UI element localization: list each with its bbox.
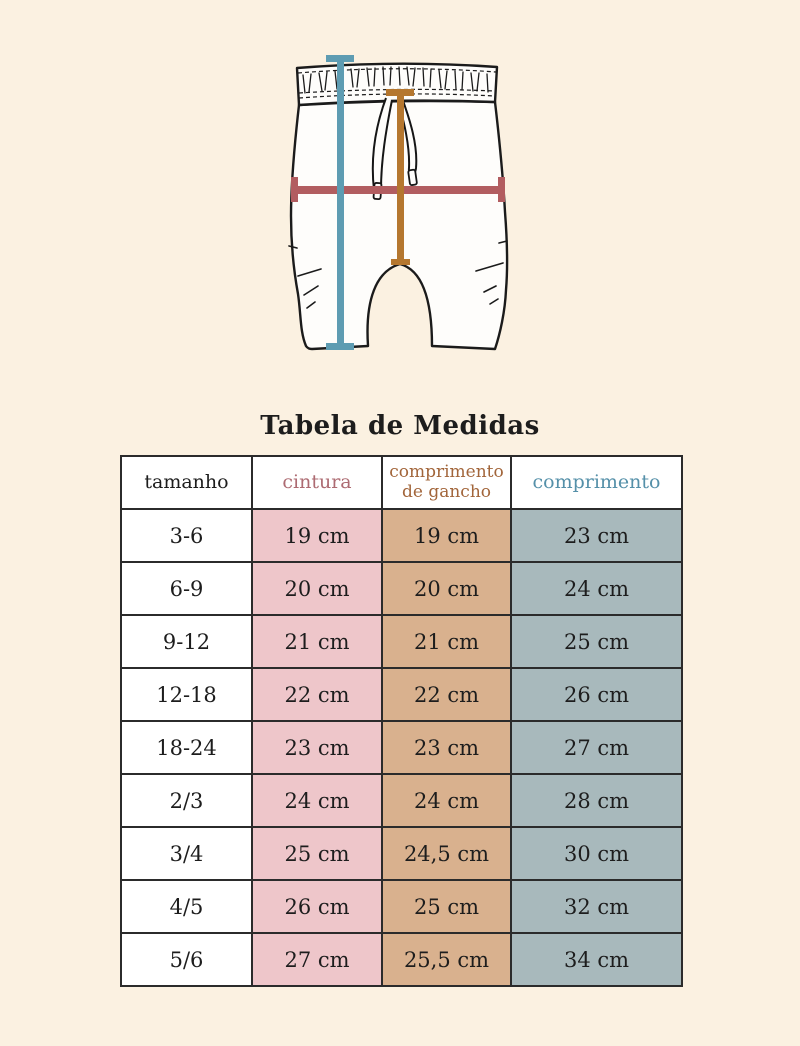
cell-gancho: 22 cm — [381, 667, 512, 722]
drawstring-right-aglet — [407, 168, 418, 186]
cell-tamanho: 9-12 — [120, 614, 253, 669]
cell-tamanho: 5/6 — [120, 932, 253, 987]
column-header-tamanho: tamanho — [120, 455, 253, 510]
cell-gancho: 19 cm — [381, 508, 512, 563]
cell-tamanho: 6-9 — [120, 561, 253, 616]
pocket-detail-left — [288, 245, 322, 309]
cell-comprimento: 30 cm — [510, 826, 683, 881]
cell-tamanho: 3/4 — [120, 826, 253, 881]
column-header-gancho: comprimento de gancho — [381, 455, 512, 510]
cell-cintura: 23 cm — [251, 720, 383, 775]
cell-tamanho: 18-24 — [120, 720, 253, 775]
page-title: Tabela de Medidas — [260, 411, 540, 441]
cell-comprimento: 25 cm — [510, 614, 683, 669]
table-row: 6-9 20 cm 20 cm 24 cm — [120, 561, 683, 616]
cell-gancho: 20 cm — [381, 561, 512, 616]
length-measure-line — [326, 55, 354, 350]
cell-cintura: 26 cm — [251, 879, 383, 934]
measurements-table: tamanho cintura comprimento de gancho compr… — [120, 455, 683, 987]
cell-gancho: 24 cm — [381, 773, 512, 828]
cell-cintura: 20 cm — [251, 561, 383, 616]
column-header-cintura: cintura — [251, 455, 383, 510]
pocket-detail-right — [475, 240, 508, 305]
cell-cintura: 19 cm — [251, 508, 383, 563]
cell-gancho: 24,5 cm — [381, 826, 512, 881]
table-row: 12-18 22 cm 22 cm 26 cm — [120, 667, 683, 722]
cell-cintura: 24 cm — [251, 773, 383, 828]
table-row: 18-24 23 cm 23 cm 27 cm — [120, 720, 683, 775]
cell-comprimento: 23 cm — [510, 508, 683, 563]
table-row: 9-12 21 cm 21 cm 25 cm — [120, 614, 683, 669]
cell-comprimento: 27 cm — [510, 720, 683, 775]
cell-gancho: 21 cm — [381, 614, 512, 669]
column-header-comprimento: comprimento — [510, 455, 683, 510]
shorts-diagram — [288, 55, 509, 351]
table-header-row: tamanho cintura comprimento de gancho compr… — [120, 455, 683, 510]
table-row: 5/6 27 cm 25,5 cm 34 cm — [120, 932, 683, 987]
cell-comprimento: 32 cm — [510, 879, 683, 934]
cell-cintura: 22 cm — [251, 667, 383, 722]
cell-cintura: 25 cm — [251, 826, 383, 881]
cell-comprimento: 26 cm — [510, 667, 683, 722]
cell-gancho: 23 cm — [381, 720, 512, 775]
cell-tamanho: 4/5 — [120, 879, 253, 934]
table-row: 4/5 26 cm 25 cm 32 cm — [120, 879, 683, 934]
table-row: 2/3 24 cm 24 cm 28 cm — [120, 773, 683, 828]
cell-cintura: 27 cm — [251, 932, 383, 987]
table-row: 3-6 19 cm 19 cm 23 cm — [120, 508, 683, 563]
cell-comprimento: 34 cm — [510, 932, 683, 987]
crotch-measure-line — [386, 89, 414, 265]
cell-comprimento: 28 cm — [510, 773, 683, 828]
cell-gancho: 25,5 cm — [381, 932, 512, 987]
cell-tamanho: 2/3 — [120, 773, 253, 828]
cell-cintura: 21 cm — [251, 614, 383, 669]
cell-gancho: 25 cm — [381, 879, 512, 934]
cell-tamanho: 12-18 — [120, 667, 253, 722]
table-row: 3/4 25 cm 24,5 cm 30 cm — [120, 826, 683, 881]
cell-tamanho: 3-6 — [120, 508, 253, 563]
cell-comprimento: 24 cm — [510, 561, 683, 616]
